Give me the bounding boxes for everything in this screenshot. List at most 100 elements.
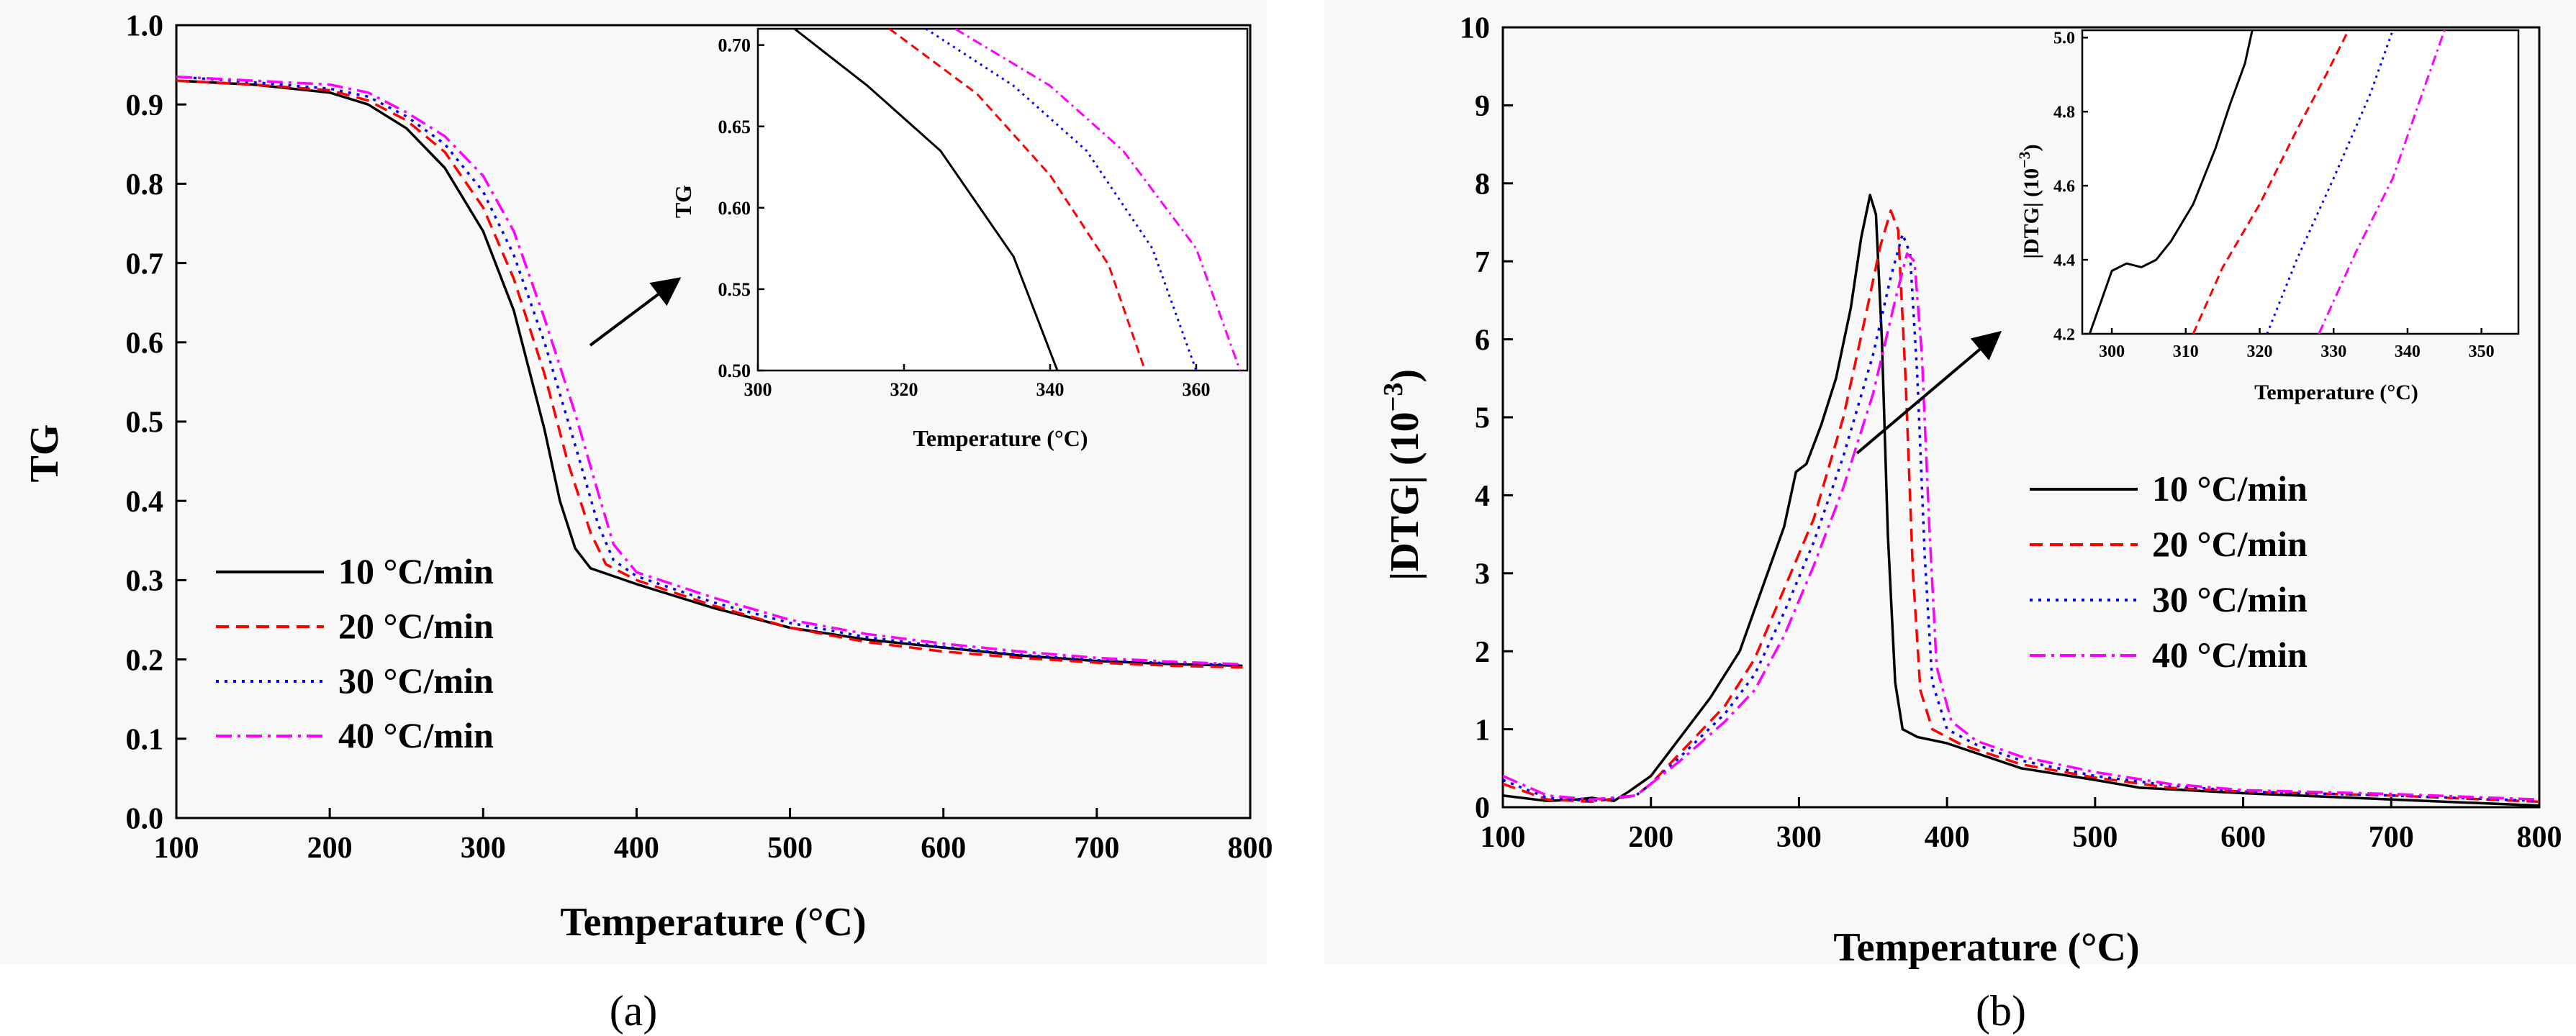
chart-a-inset-ytick-label: 0.50: [718, 360, 751, 381]
chart-a-xtick-label: 200: [307, 832, 353, 865]
chart-b-ylabel-sup: −3: [1378, 383, 1409, 412]
chart-a-xtick-label: 600: [921, 832, 966, 865]
chart-b-inset-xlabel: Temperature (°C): [2254, 381, 2418, 404]
chart-a-ytick-label: 0.9: [126, 89, 164, 122]
chart-a-inset-xtick-label: 320: [890, 379, 918, 400]
chart-a-inset-ytick-label: 0.55: [718, 279, 751, 300]
chart-b-inset-xtick-label: 330: [2320, 342, 2346, 361]
chart-b-ylabel-close: ): [1383, 369, 1427, 383]
chart-a-xtick-label: 800: [1228, 832, 1273, 865]
chart-a-ytick-label: 0.6: [126, 327, 164, 360]
chart-b-inset-ylabel-main: |DTG| (10: [2020, 168, 2043, 259]
chart-b-inset-ytick-label: 4.2: [2053, 325, 2075, 344]
chart-a-xtick-label: 400: [614, 832, 659, 865]
chart-b-xtick-label: 100: [1481, 821, 1526, 854]
chart-a-inset-xtick-label: 340: [1036, 379, 1064, 400]
chart-b-ytick-label: 3: [1475, 558, 1490, 591]
chart-a-xtick-label: 500: [767, 832, 813, 865]
chart-a-ytick-label: 0.5: [126, 406, 164, 440]
chart-b-inset-xtick-label: 310: [2173, 342, 2199, 361]
chart-a-inset-ytick-label: 0.70: [718, 35, 751, 56]
chart-b-xtick-label: 200: [1628, 821, 1673, 854]
chart-a-xlabel: Temperature (°C): [560, 900, 866, 945]
chart-a-inset-xtick-label: 300: [744, 379, 772, 400]
chart-a-ytick-label: 0.4: [126, 486, 164, 519]
chart-b-inset-series-4-line: [2318, 30, 2446, 334]
chart-b-xtick-label: 800: [2517, 821, 2562, 854]
chart-b-series-1-line: [1503, 194, 2539, 807]
chart-b-inset-xtick-label: 340: [2395, 342, 2421, 361]
chart-b-inset-ylabel-close: ): [2020, 144, 2043, 151]
chart-b-ylabel: |DTG| (10−3): [1378, 369, 1427, 581]
chart-b-inset-ylabel-sup: −3: [2015, 151, 2033, 168]
chart-a-legend-label-2: 20 °C/min: [338, 606, 494, 646]
chart-a-legend-label-1: 10 °C/min: [338, 551, 494, 591]
chart-a-ytick-label: 0.8: [126, 168, 164, 201]
chart-b-ytick-label: 2: [1475, 636, 1490, 669]
chart-b-ytick-label: 10: [1460, 12, 1490, 45]
chart-a-ytick-label: 0.1: [126, 724, 164, 757]
chart-a-legend-label-3: 30 °C/min: [338, 660, 494, 701]
chart-b-ytick-label: 8: [1475, 168, 1490, 201]
chart-b-inset-ytick-label: 5.0: [2053, 29, 2075, 48]
chart-b-main: 100 200 300 400 500 600 700 800 0 1 2 3 4 5 6 7 8 9 10: [1460, 12, 2562, 854]
chart-a-ytick-label: 1.0: [126, 10, 164, 43]
chart-b-legend-label-2: 20 °C/min: [2152, 524, 2308, 564]
chart-a-ytick-label: 0.7: [126, 247, 164, 281]
chart-a-inset-ytick-label: 0.60: [718, 198, 751, 219]
chart-b-ytick-label: 7: [1475, 246, 1490, 279]
chart-a-legend-label-4: 40 °C/min: [338, 715, 494, 755]
chart-a-ytick-label: 0.2: [126, 644, 164, 677]
chart-b-legend-label-4: 40 °C/min: [2152, 635, 2308, 675]
chart-a-ytick-label: 0.0: [126, 803, 164, 836]
chart-b-inset-xtick-label: 300: [2099, 342, 2125, 361]
chart-a-inset-ytick-label: 0.65: [718, 117, 751, 137]
chart-b-inset-xtick-label: 350: [2469, 342, 2495, 361]
chart-a-inset: 300 320 340 360 0.50 0.55 0.60 0.65 0.70: [718, 27, 1249, 400]
panel-b-label: (b): [1976, 987, 2026, 1035]
chart-b-ylabel-main: |DTG| (10: [1383, 412, 1427, 581]
chart-b-ytick-label: 9: [1475, 90, 1490, 123]
chart-a-series-2-line: [176, 79, 1243, 669]
chart-a-inset-ylabel: TG: [670, 185, 696, 218]
chart-b-inset-ytick-label: 4.6: [2053, 178, 2075, 196]
chart-a-inset-xlabel: Temperature (°C): [913, 425, 1088, 451]
chart-b-xtick-label: 300: [1776, 821, 1822, 854]
chart-b-inset: 300 310 320 330 340 350 4.2 4.4 4.6 4.8 5.0: [2053, 29, 2520, 361]
chart-b-ytick-label: 4: [1475, 480, 1490, 513]
chart-a-xtick-label: 300: [461, 832, 506, 865]
chart-b-inset-series-3-line: [2266, 30, 2394, 334]
chart-b-inset-ytick-label: 4.8: [2053, 104, 2075, 122]
chart-a-inset-series-2-line: [888, 29, 1147, 371]
chart-b-ytick-label: 5: [1475, 402, 1490, 435]
chart-b-inset-ylabel: |DTG| (10−3): [2015, 144, 2043, 258]
chart-b-ytick-label: 1: [1475, 714, 1490, 747]
chart-b-legend-label-3: 30 °C/min: [2152, 579, 2308, 619]
chart-a-inset-series-3-line: [925, 29, 1198, 371]
chart-b-xtick-label: 400: [1925, 821, 1970, 854]
chart-b-zoom-arrow: [1856, 330, 2002, 455]
chart-a-ytick-label: 0.3: [126, 565, 164, 598]
chart-a-inset-xtick-label: 360: [1182, 379, 1210, 400]
chart-a-main: 100 200 300 400 500 600 700 800 0.0 0.1 0.2 0.3 0.4 0…: [126, 10, 1273, 865]
chart-b-ytick-label: 6: [1475, 324, 1490, 357]
chart-b-legend-label-1: 10 °C/min: [2152, 468, 2308, 509]
chart-b-inset-ytick-label: 4.4: [2053, 251, 2075, 270]
chart-b-xlabel: Temperature (°C): [1833, 925, 2139, 970]
chart-a-inset-series-1-line: [793, 29, 1059, 371]
chart-b-inset-xtick-label: 320: [2247, 342, 2273, 361]
chart-a-series-4-line: [176, 75, 1243, 665]
chart-a-xtick-label: 700: [1074, 832, 1119, 865]
chart-a-series-3-line: [176, 75, 1243, 667]
chart-b-inset-plot-frame: [2081, 29, 2520, 335]
chart-b-series-3-line: [1503, 232, 2539, 803]
chart-b-inset-series-1-line: [2088, 30, 2254, 334]
chart-a-ylabel: TG: [22, 424, 67, 483]
chart-a-xtick-label: 100: [154, 832, 199, 865]
panel-a: 100 200 300 400 500 600 700 800 0.0 0.1 0.2 0.3 0.4 0…: [0, 0, 1273, 1035]
chart-a-legend: 10 °C/min 20 °C/min 30 °C/min 40 °C/min: [216, 551, 494, 755]
chart-b-xtick-label: 700: [2369, 821, 2414, 854]
chart-b-ytick-label: 0: [1475, 792, 1490, 825]
panel-b: 100 200 300 400 500 600 700 800 0 1 2 3 4 5 6 7 8 9 10 Tem…: [1324, 0, 2576, 1035]
